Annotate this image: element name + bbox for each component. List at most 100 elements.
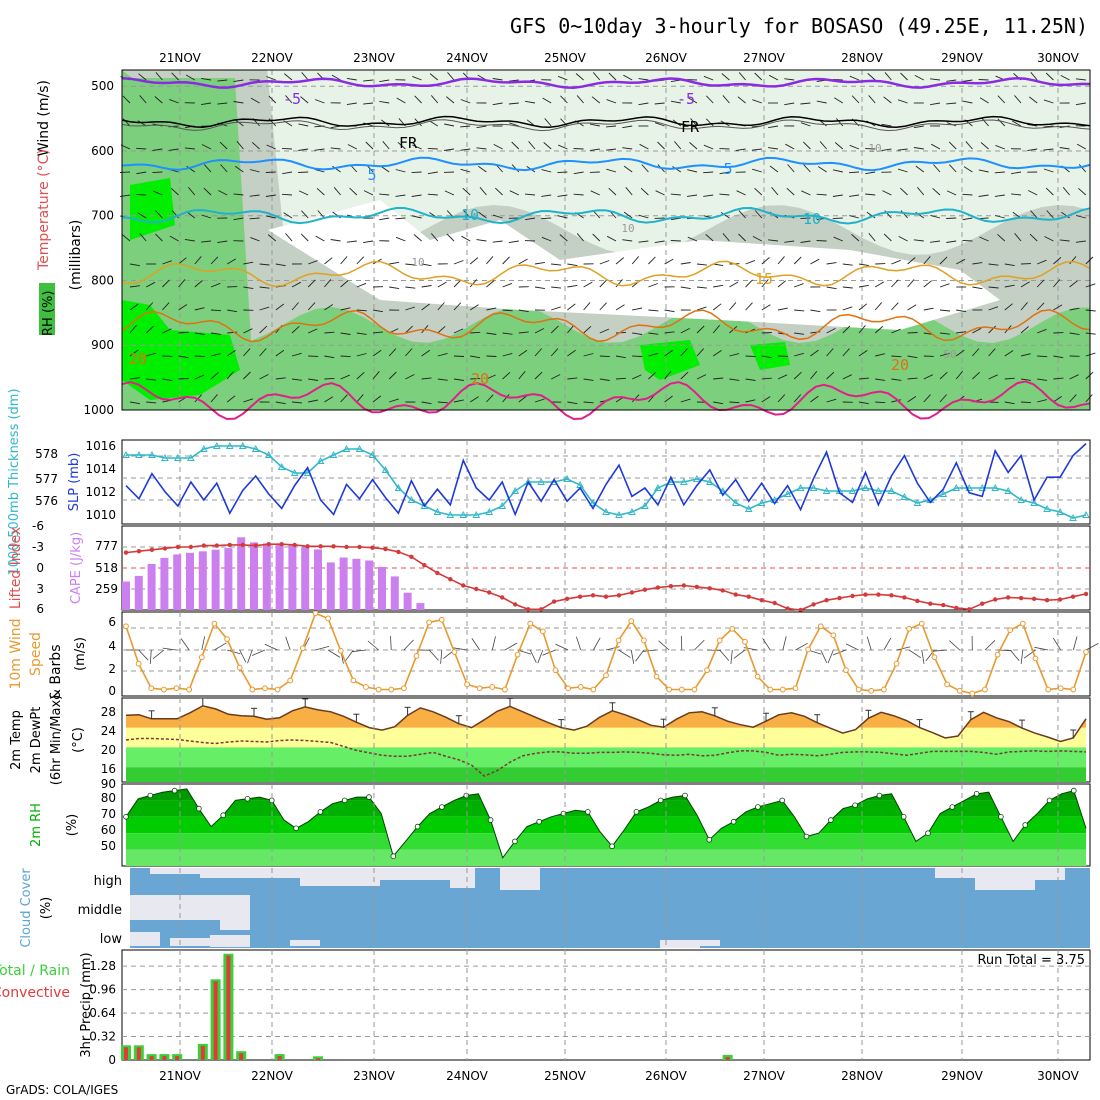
wind10m-barb <box>658 640 670 651</box>
wind-barb <box>900 210 908 219</box>
wind-barb <box>1085 371 1094 380</box>
wind-barb <box>793 256 802 265</box>
wind-barb <box>372 331 383 334</box>
cape-series <box>122 537 1089 613</box>
wind-barb <box>955 371 963 380</box>
wind-barb <box>307 279 316 288</box>
wind-barb <box>567 284 578 288</box>
wind-barb <box>907 304 917 311</box>
upper-panel-frame <box>121 69 1091 411</box>
contour-label: 5 <box>723 160 732 178</box>
cape-bar <box>173 554 182 610</box>
wind-barb <box>550 374 561 380</box>
wind-barb <box>411 171 422 174</box>
wind-barb <box>884 72 892 81</box>
wind-barb <box>897 148 908 151</box>
thickness-line-point <box>1004 486 1013 494</box>
wind-barb <box>939 352 950 357</box>
wind10m-line-point <box>603 672 609 679</box>
wind-barb <box>913 147 924 150</box>
rh-tick: 90 <box>101 777 116 791</box>
wind10m-line-point <box>1070 686 1077 693</box>
wind-barb <box>1037 378 1048 381</box>
wind10m-barb <box>149 649 152 665</box>
wind-barb <box>738 72 746 81</box>
wind10m-barb <box>707 649 722 651</box>
wind-barb <box>486 374 496 380</box>
wind-barb <box>453 328 464 334</box>
wind-barb <box>122 234 131 242</box>
wind10m-line-point <box>262 685 268 692</box>
wind10m-barb <box>984 640 996 651</box>
precip-grid <box>122 950 1090 1060</box>
wind-barb <box>330 147 341 150</box>
wind-barb <box>923 307 934 311</box>
lifted-index-line-point <box>162 546 168 551</box>
wind-barb <box>470 377 481 380</box>
wind-barb <box>761 355 772 359</box>
wind-barb <box>291 281 302 288</box>
wind10m-barb <box>264 643 278 651</box>
wind-barb <box>201 144 212 150</box>
thickness-line-point <box>161 453 169 461</box>
rh-bright-patch <box>640 340 700 380</box>
wind-barb <box>524 193 536 196</box>
dewpoint-line <box>125 737 1087 777</box>
wind-barb <box>1030 72 1038 81</box>
wind-barb <box>236 141 244 150</box>
cape-bar <box>147 564 156 610</box>
wind-barb <box>891 328 901 334</box>
cape-tick: 518 <box>95 561 118 575</box>
wind-barb <box>153 190 163 196</box>
slp-line <box>125 443 1087 517</box>
rh2m-point <box>196 805 202 812</box>
wind-barb <box>705 118 714 127</box>
wind-barb <box>810 395 819 403</box>
wind10m-barb <box>820 649 828 663</box>
precip-label-1: Total / Rain <box>0 963 70 979</box>
wind-barb <box>259 263 270 266</box>
wind-barb <box>907 396 917 403</box>
wind-barb <box>469 257 479 265</box>
wind-barb <box>171 72 179 81</box>
rh2m-point <box>827 817 834 823</box>
lifted-index-line-point <box>461 583 466 588</box>
wind-barb <box>842 263 853 266</box>
wind-barb <box>794 283 804 288</box>
wind-barb <box>962 100 973 104</box>
wind-barb <box>816 193 827 196</box>
wind-barb <box>178 355 189 359</box>
wind-barb <box>508 102 519 105</box>
wind-barb <box>194 307 205 311</box>
wind-barb <box>1078 187 1087 196</box>
wind-barb <box>476 147 487 150</box>
thickness-tick: 576 <box>35 494 58 508</box>
wind-barb <box>1053 396 1062 403</box>
wind-barb <box>1020 401 1032 404</box>
wind-barb <box>664 331 675 334</box>
thickness-line-point <box>628 507 636 515</box>
lifted-index-line-point <box>915 598 920 604</box>
wind-barb <box>687 194 698 197</box>
wind-barb <box>784 240 795 243</box>
precip-conv-bar <box>136 1047 141 1060</box>
wind-barb <box>129 401 140 405</box>
wind-barb <box>735 148 746 152</box>
wind-barb <box>777 374 788 380</box>
wind10m-barb <box>1020 649 1024 664</box>
wind-barb <box>1061 211 1070 219</box>
wind10m-barb <box>1034 646 1049 651</box>
wind-barb <box>648 283 658 288</box>
lifted-index-line-point <box>668 584 674 589</box>
thickness-line-point <box>264 450 273 458</box>
wind-barb <box>194 374 205 380</box>
rh2m-point <box>1022 822 1028 828</box>
wind-barb <box>745 279 753 288</box>
wind-barb <box>948 141 957 150</box>
thickness-line-point <box>498 501 507 509</box>
li-tick: 0 <box>36 561 44 575</box>
wind-barb <box>559 234 568 242</box>
wind-barb <box>939 309 951 312</box>
temp-tick: 16 <box>101 762 116 776</box>
